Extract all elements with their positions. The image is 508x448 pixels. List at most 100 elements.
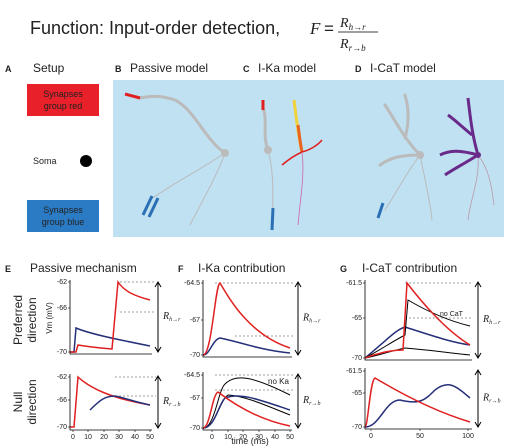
formula-denominator: Rr→b [339, 37, 366, 53]
row-label: Null [11, 392, 25, 413]
ratio-symbol: R [162, 396, 169, 407]
box-label: Synapses [43, 205, 83, 215]
panel-title: I-Ka contribution [198, 261, 285, 275]
blue-synapse-box [27, 200, 99, 232]
x-tick-label: 30 [255, 434, 263, 441]
panel-title: I-CaT model [370, 61, 436, 75]
ratio-subscript: r→b [169, 402, 180, 408]
ratio-symbol: R [482, 314, 489, 325]
double-arrow [294, 281, 302, 356]
y-axis-label: Vm (mV) [45, 302, 54, 334]
x-tick-label: 10 [84, 434, 92, 441]
ratio-subscript: r→b [309, 401, 320, 407]
ratio-label: Rr→b [162, 396, 180, 408]
y-tick-label: -66 [57, 397, 67, 404]
box-label: group red [44, 101, 83, 111]
y-tick-label: -70 [352, 424, 362, 431]
y-tick-label: -70 [190, 352, 200, 359]
axis [202, 280, 292, 358]
ratio-subscript: r→b [489, 399, 500, 405]
double-arrow [294, 373, 302, 429]
panel-title: Setup [33, 61, 65, 75]
panel-letter: F [178, 264, 184, 274]
panel-letter: D [355, 64, 362, 74]
ratio-symbol: R [302, 313, 309, 324]
y-tick-label: -70 [57, 349, 67, 356]
ratio-subscript: h→r [169, 317, 181, 323]
panel-letter: E [5, 264, 11, 274]
formula-lhs: F [309, 19, 321, 38]
double-arrow [474, 369, 482, 428]
formula-equals: = [324, 19, 334, 38]
formula-numerator: Rh→r [339, 16, 366, 32]
y-tick-label: -61.5 [346, 280, 362, 287]
panel-letter: A [5, 64, 12, 74]
x-tick-label: 100 [462, 433, 474, 440]
box-label: group blue [42, 217, 85, 227]
y-tick-label: -70 [57, 424, 67, 431]
ratio-label: Rh→r [482, 314, 501, 326]
x-tick-label: 0 [369, 433, 373, 440]
ratio-symbol: R [162, 311, 169, 322]
row-label: Preferred [11, 295, 25, 345]
axis [364, 280, 472, 361]
ratio-symbol: R [482, 393, 489, 404]
x-tick-label: 40 [271, 434, 279, 441]
ratio-label: Rh→r [302, 313, 321, 325]
x-tick-label: 50 [416, 433, 424, 440]
y-tick-label: -64.5 [184, 372, 200, 379]
x-tick-label: 50 [146, 434, 154, 441]
red-synapse-box [27, 84, 99, 116]
panel-letter: B [115, 64, 122, 74]
y-tick-label: -66 [57, 305, 67, 312]
x-tick-label: 10 [224, 434, 232, 441]
ratio-label: Rh→r [162, 311, 181, 323]
row-label: direction [25, 297, 39, 342]
double-arrow [154, 375, 162, 429]
ratio-label: Rr→b [482, 393, 500, 405]
axis [69, 374, 152, 431]
axis [202, 372, 292, 431]
y-tick-label: -67 [190, 395, 200, 402]
annotation: no Ka [268, 377, 289, 386]
double-arrow [474, 281, 482, 359]
y-tick-label: -67 [190, 317, 200, 324]
y-tick-label: -61.5 [346, 368, 362, 375]
y-tick-label: -62 [57, 279, 67, 286]
model-area [113, 80, 504, 237]
title: Function: Input-order detection, [30, 18, 280, 38]
x-tick-label: 0 [210, 434, 214, 441]
axis [69, 280, 152, 355]
x-tick-label: 20 [100, 434, 108, 441]
panel-title: I-Ka model [258, 61, 316, 75]
y-tick-label: -65 [352, 390, 362, 397]
row-label: direction [25, 379, 39, 424]
x-axis-label: time (ms) [231, 436, 269, 446]
ratio-subscript: h→r [309, 319, 321, 325]
ratio-subscript: h→r [489, 320, 501, 326]
traces [70, 279, 472, 429]
panel-letter: C [243, 64, 250, 74]
x-tick-label: 20 [239, 434, 247, 441]
y-tick-label: -70 [352, 355, 362, 362]
y-tick-label: -65 [352, 315, 362, 322]
panel-title: Passive model [130, 61, 208, 75]
y-tick-label: -62 [57, 374, 67, 381]
panel-letter: G [340, 264, 347, 274]
soma-label: Soma [33, 156, 57, 166]
double-arrow [154, 281, 162, 353]
x-tick-label: 40 [131, 434, 139, 441]
x-tick-label: 0 [71, 434, 75, 441]
y-tick-label: -64.5 [184, 280, 200, 287]
ratio-symbol: R [302, 395, 309, 406]
annotation: no CaT [440, 311, 464, 318]
ratio-label: Rr→b [302, 395, 320, 407]
panel-title: I-CaT contribution [362, 261, 457, 275]
axis [364, 368, 472, 430]
soma-dot [80, 155, 92, 167]
x-tick-label: 50 [286, 434, 294, 441]
box-label: Synapses [43, 89, 83, 99]
panel-title: Passive mechanism [30, 261, 137, 275]
y-tick-label: -70 [190, 425, 200, 432]
